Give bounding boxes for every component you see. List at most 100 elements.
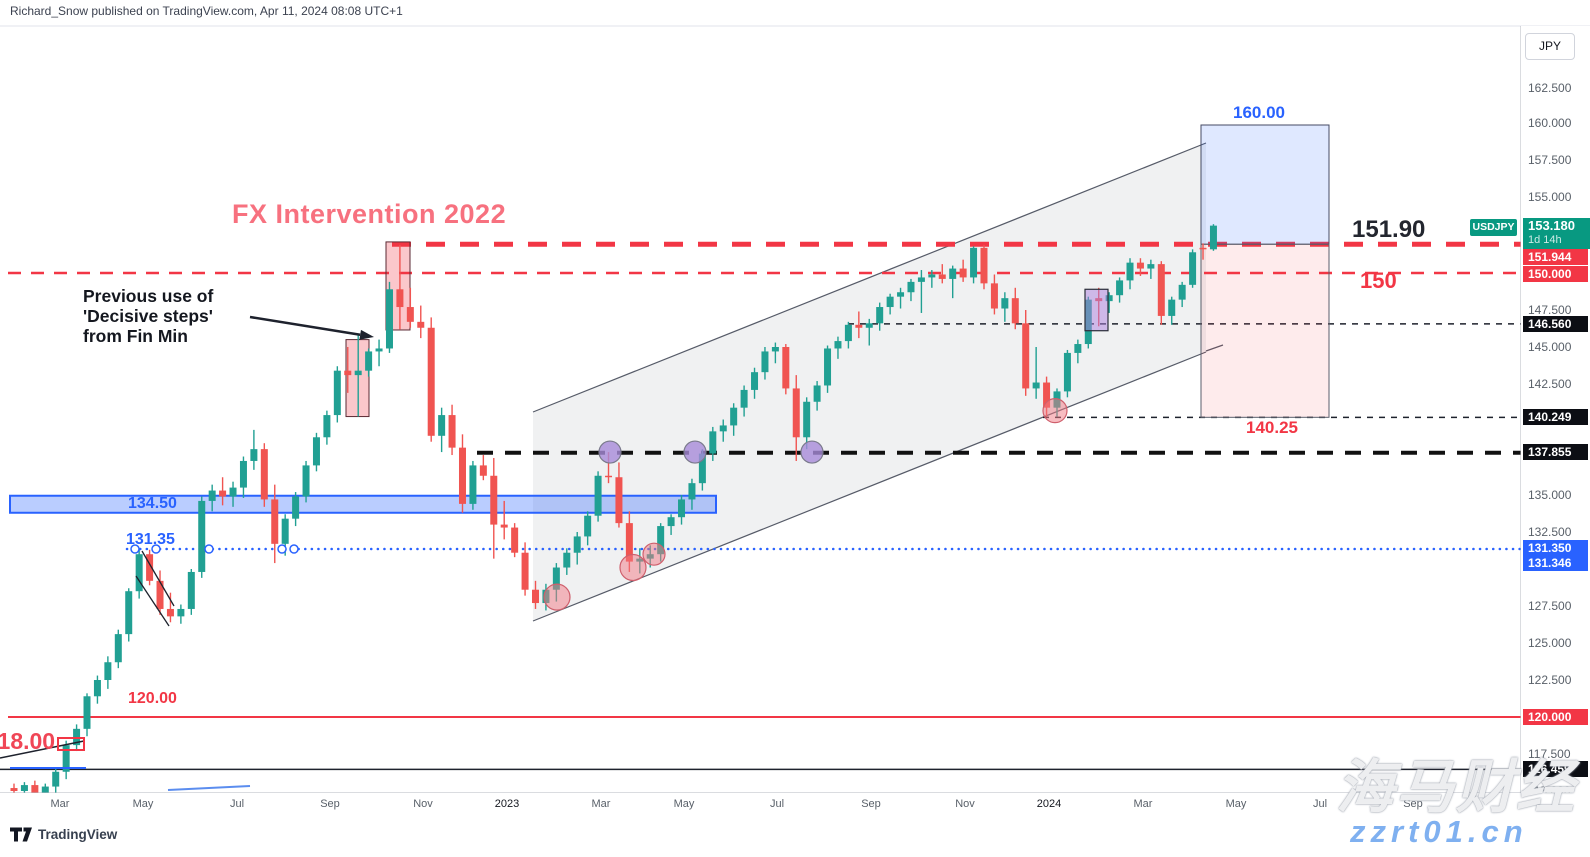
candle bbox=[730, 403, 738, 436]
candle bbox=[855, 311, 863, 339]
candle bbox=[1011, 287, 1019, 330]
time-axis[interactable]: Mar May Jul Sep Nov 2023 Mar May Jul Sep Nov 2024 Ma… bbox=[0, 793, 1590, 817]
candle bbox=[990, 274, 998, 315]
candle bbox=[239, 456, 247, 498]
candle bbox=[344, 347, 352, 393]
price-axis[interactable]: JPY 153.180 1d 14h 162.500 160.000 157.500… bbox=[1521, 26, 1590, 798]
candle bbox=[1136, 258, 1144, 276]
trendline-bottom-left[interactable] bbox=[0, 740, 85, 759]
candle bbox=[886, 293, 894, 315]
candle bbox=[1074, 339, 1082, 364]
marker-rect-118[interactable] bbox=[57, 737, 85, 751]
candle bbox=[52, 768, 60, 793]
low-marker-dec-2023[interactable] bbox=[1042, 398, 1068, 424]
tradingview-logo-text: TradingView bbox=[38, 827, 118, 842]
currency-button[interactable]: JPY bbox=[1525, 33, 1575, 60]
fx-intervention-label[interactable]: FX Intervention 2022 bbox=[232, 199, 507, 229]
candle bbox=[333, 366, 341, 423]
candle bbox=[771, 342, 779, 364]
time-tick-month: Sep bbox=[320, 798, 340, 810]
decisive-steps-note[interactable]: Previous use of 'Decisive steps' from Fi… bbox=[83, 286, 213, 346]
line-handle[interactable] bbox=[151, 544, 161, 554]
low-marker-mar-2023-b[interactable] bbox=[642, 542, 666, 566]
line-handle[interactable] bbox=[289, 544, 299, 554]
candle bbox=[1116, 277, 1124, 303]
level-151-90-label[interactable]: 151.90 bbox=[1352, 216, 1426, 243]
doji-highlight-box-2024[interactable] bbox=[1084, 288, 1109, 332]
line-handle[interactable] bbox=[277, 544, 287, 554]
blue-segment-curve[interactable] bbox=[167, 785, 251, 791]
ascending-channel[interactable] bbox=[533, 143, 1206, 621]
candle bbox=[1168, 296, 1176, 325]
price-tick: 135.000 bbox=[1528, 488, 1572, 502]
candle bbox=[719, 419, 727, 442]
price-tick: 127.500 bbox=[1528, 599, 1572, 613]
candle bbox=[740, 385, 748, 417]
flag-line-upper[interactable] bbox=[141, 550, 175, 607]
candle bbox=[678, 495, 686, 525]
price-tick: 160.000 bbox=[1528, 116, 1572, 130]
channel-upper-line[interactable] bbox=[532, 142, 1207, 413]
level-131-35-label[interactable]: 131.35 bbox=[126, 531, 175, 548]
touch-marker-137-855-a[interactable] bbox=[598, 440, 622, 464]
flag-line-lower[interactable] bbox=[135, 575, 170, 627]
level-134-50-label[interactable]: 134.50 bbox=[128, 495, 177, 512]
candle bbox=[907, 278, 915, 302]
candle bbox=[365, 348, 373, 377]
touch-marker-137-855-b[interactable] bbox=[683, 440, 707, 464]
candle bbox=[292, 492, 300, 527]
candle bbox=[250, 429, 258, 470]
channel-lower-line[interactable] bbox=[532, 351, 1207, 622]
price-level-label: 137.855 bbox=[1523, 444, 1588, 460]
candle bbox=[93, 675, 101, 704]
time-tick-month: Jul bbox=[769, 798, 785, 810]
candle bbox=[938, 264, 946, 284]
price-tick: 162.500 bbox=[1528, 81, 1572, 95]
line-handle[interactable] bbox=[130, 544, 140, 554]
candle bbox=[427, 317, 435, 442]
candle bbox=[396, 244, 404, 330]
candle bbox=[1063, 349, 1071, 398]
candle bbox=[375, 339, 383, 367]
line-handle[interactable] bbox=[204, 544, 214, 554]
level-150-label[interactable]: 150 bbox=[1360, 268, 1397, 293]
candle bbox=[114, 629, 122, 669]
channel-lower-ext bbox=[1205, 344, 1224, 352]
candle bbox=[584, 511, 592, 546]
tradingview-logo-icon bbox=[10, 827, 32, 842]
price-level-label: 151.944 bbox=[1523, 249, 1588, 265]
candle bbox=[1022, 310, 1030, 396]
candle bbox=[166, 592, 174, 623]
price-level-label: 116.459 bbox=[1523, 761, 1588, 777]
touch-marker-137-855-c[interactable] bbox=[800, 440, 824, 464]
candle bbox=[928, 270, 936, 288]
candle bbox=[782, 344, 790, 395]
projection-box-lower-140-25[interactable] bbox=[1200, 243, 1330, 418]
time-tick-month: Mar bbox=[591, 798, 611, 810]
candle bbox=[406, 287, 414, 328]
zone-134-50[interactable] bbox=[9, 494, 717, 514]
tradingview-attribution[interactable]: TradingView bbox=[10, 827, 117, 842]
candle bbox=[980, 244, 988, 290]
candle bbox=[177, 604, 185, 624]
candle bbox=[1178, 281, 1186, 308]
projection-box-upper-160[interactable] bbox=[1200, 124, 1330, 245]
level-120-label[interactable]: 120.00 bbox=[128, 690, 177, 707]
level-118-label[interactable]: 118.00 bbox=[0, 728, 56, 754]
time-tick-month: Mar bbox=[50, 798, 70, 810]
candle bbox=[667, 514, 675, 535]
low-marker-jan-2023[interactable] bbox=[543, 583, 571, 611]
price-tick: 142.500 bbox=[1528, 377, 1572, 391]
level-140-25-label[interactable]: 140.25 bbox=[1246, 418, 1298, 437]
candle bbox=[844, 321, 852, 349]
note-arrow[interactable] bbox=[249, 315, 361, 337]
time-tick-month: Sep bbox=[861, 798, 881, 810]
note-arrow-head bbox=[359, 329, 374, 340]
target-160-label[interactable]: 160.00 bbox=[1233, 103, 1285, 122]
time-tick-month: Nov bbox=[413, 798, 433, 810]
candle bbox=[1199, 243, 1207, 260]
note-line-3: from Fin Min bbox=[83, 326, 188, 346]
low-marker-mar-2023-a[interactable] bbox=[619, 553, 647, 582]
